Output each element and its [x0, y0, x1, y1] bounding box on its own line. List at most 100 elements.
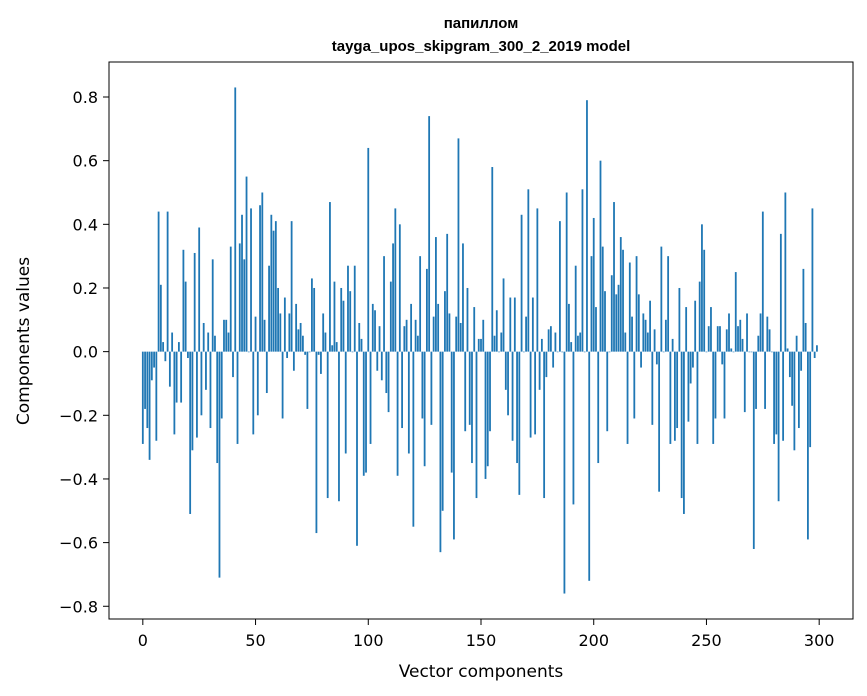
- bar: [232, 351, 234, 378]
- bar: [335, 342, 338, 352]
- bar: [144, 351, 146, 409]
- bar: [556, 351, 559, 353]
- bar: [477, 338, 480, 352]
- bar: [353, 265, 356, 352]
- bar: [223, 319, 225, 352]
- bar: [229, 246, 232, 352]
- bar: [329, 202, 331, 352]
- bar: [775, 351, 778, 435]
- bar: [171, 332, 174, 352]
- bar: [525, 316, 527, 352]
- bar: [586, 100, 588, 352]
- bar: [322, 313, 325, 352]
- bar: [351, 351, 354, 353]
- bar: [214, 335, 216, 352]
- bar: [807, 351, 809, 540]
- bar: [698, 281, 701, 352]
- bar: [723, 351, 726, 419]
- bar: [419, 256, 422, 352]
- bar: [669, 351, 672, 444]
- bar: [286, 351, 289, 359]
- bar: [624, 332, 627, 352]
- bar: [615, 294, 618, 352]
- bar: [365, 351, 367, 473]
- bar: [270, 214, 273, 352]
- bar: [730, 348, 733, 352]
- bar: [457, 138, 460, 352]
- bar: [326, 351, 329, 499]
- bar: [416, 335, 419, 352]
- bar: [371, 303, 374, 352]
- bar: [595, 307, 597, 352]
- bar: [788, 351, 791, 378]
- bar: [540, 338, 543, 352]
- bar: [187, 351, 189, 359]
- bar: [347, 265, 349, 352]
- bar: [243, 259, 246, 352]
- bar: [725, 329, 728, 352]
- x-tick-label: 200: [578, 631, 609, 650]
- bar: [653, 329, 656, 352]
- bar: [462, 243, 464, 352]
- bar: [660, 246, 663, 352]
- bar: [710, 307, 712, 352]
- bar: [554, 332, 557, 352]
- bar: [236, 351, 239, 444]
- bar: [518, 351, 521, 495]
- bar: [750, 351, 753, 353]
- bar: [245, 176, 248, 352]
- bar: [642, 313, 645, 352]
- bar: [259, 205, 261, 352]
- bar: [356, 351, 358, 546]
- bar: [193, 252, 196, 352]
- bar: [734, 272, 737, 352]
- bar: [410, 303, 413, 352]
- bar: [150, 351, 153, 381]
- bar: [392, 243, 394, 352]
- bar: [446, 233, 449, 352]
- bar: [739, 319, 742, 352]
- bar: [599, 160, 602, 352]
- bar: [421, 351, 424, 419]
- bar: [486, 351, 489, 467]
- bar: [635, 256, 638, 352]
- bar: [766, 316, 769, 352]
- bar: [804, 322, 807, 352]
- bar: [225, 319, 228, 352]
- bar: [791, 351, 794, 406]
- bar: [468, 351, 471, 425]
- bar: [703, 249, 706, 352]
- bar: [777, 351, 780, 502]
- bar: [207, 332, 210, 352]
- bar: [202, 322, 205, 352]
- bar: [549, 326, 552, 352]
- bar: [547, 329, 550, 352]
- bar: [658, 351, 661, 492]
- bar: [802, 268, 805, 352]
- bar: [141, 351, 144, 444]
- bar: [394, 208, 397, 352]
- bar: [177, 342, 180, 352]
- bar: [304, 351, 307, 355]
- bar: [761, 211, 764, 352]
- bar: [403, 326, 406, 352]
- bar: [324, 332, 327, 352]
- bar: [626, 351, 629, 444]
- bar: [466, 287, 469, 352]
- bar: [673, 351, 676, 441]
- bar: [250, 208, 252, 352]
- bar: [168, 351, 171, 387]
- bar: [649, 300, 651, 352]
- y-tick-label: 0.2: [73, 279, 98, 298]
- bar: [712, 351, 715, 444]
- bar: [344, 351, 347, 454]
- bar: [606, 351, 609, 432]
- bar: [184, 281, 187, 352]
- bar: [412, 351, 415, 527]
- bar: [651, 351, 654, 425]
- bar: [577, 335, 579, 352]
- bar: [331, 345, 334, 352]
- bar: [274, 221, 277, 352]
- bar: [218, 351, 221, 578]
- bar: [288, 313, 291, 352]
